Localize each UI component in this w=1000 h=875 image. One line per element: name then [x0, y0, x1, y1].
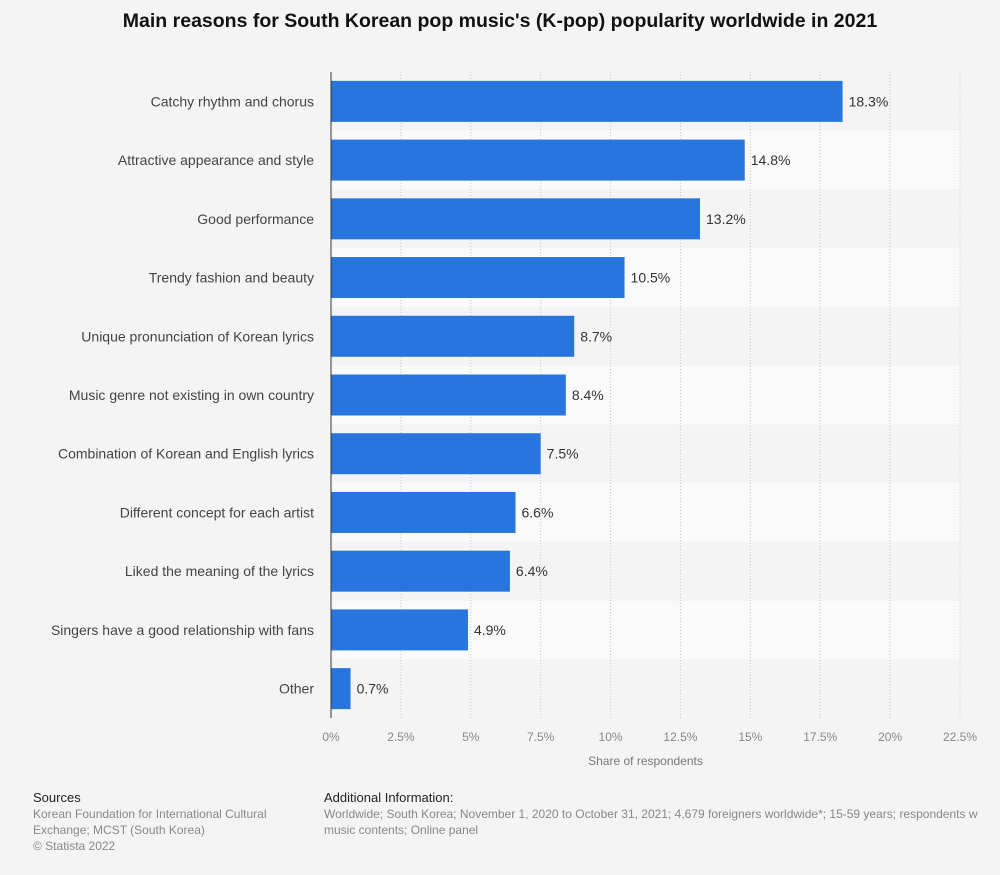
sources-heading[interactable]: Sources — [33, 790, 81, 805]
category-label: Catchy rhythm and chorus — [151, 93, 314, 109]
bar[interactable] — [331, 198, 701, 240]
bar[interactable] — [331, 257, 625, 299]
copyright: © Statista 2022 — [33, 839, 116, 853]
category-label: Singers have a good relationship with fa… — [51, 622, 314, 638]
data-label: 10.5% — [631, 270, 671, 286]
bar[interactable] — [331, 139, 745, 181]
category-label: Other — [279, 681, 314, 697]
sources-block: Sources Korean Foundation for Internatio… — [33, 790, 293, 854]
bar-chart: 18.3% Catchy rhythm and chorus 14.8% Attrac… — [51, 72, 977, 768]
bar[interactable] — [331, 433, 541, 475]
data-label: 6.6% — [522, 504, 554, 520]
category-label: Attractive appearance and style — [118, 152, 314, 168]
row-band — [331, 659, 960, 718]
category-label: Liked the meaning of the lyrics — [125, 563, 314, 579]
additional-info-line-1: Worldwide; South Korea; November 1, 2020… — [324, 807, 978, 821]
x-tick-label: 12.5% — [663, 730, 697, 744]
bar[interactable] — [331, 374, 566, 416]
x-tick-label: 5% — [462, 730, 480, 744]
x-tick-label: 10% — [599, 730, 623, 744]
data-label: 4.9% — [474, 622, 506, 638]
data-label: 8.4% — [572, 387, 604, 403]
sources-line-1: Korean Foundation for International Cult… — [33, 807, 267, 821]
data-label: 7.5% — [547, 446, 579, 462]
x-tick-label: 22.5% — [943, 730, 977, 744]
x-tick-label: 0% — [322, 730, 340, 744]
data-label: 13.2% — [706, 211, 746, 227]
x-tick-label: 7.5% — [527, 730, 555, 744]
additional-info-block: Additional Information: Worldwide; South… — [324, 790, 1000, 838]
data-label: 8.7% — [580, 328, 612, 344]
bar[interactable] — [331, 80, 843, 122]
additional-info-heading[interactable]: Additional Information: — [324, 790, 454, 805]
x-tick-label: 20% — [878, 730, 902, 744]
x-tick-label: 2.5% — [387, 730, 415, 744]
category-label: Trendy fashion and beauty — [149, 270, 314, 286]
bar[interactable] — [331, 609, 468, 651]
data-label: 18.3% — [849, 93, 889, 109]
x-axis-title: Share of respondents — [588, 754, 703, 768]
data-label: 14.8% — [751, 152, 791, 168]
x-tick-label: 15% — [738, 730, 762, 744]
bar[interactable] — [331, 491, 516, 533]
data-label: 6.4% — [516, 563, 548, 579]
bar[interactable] — [331, 668, 351, 710]
x-tick-label: 17.5% — [803, 730, 837, 744]
data-label: 0.7% — [357, 681, 389, 697]
bar[interactable] — [331, 550, 510, 592]
additional-info-line-2: music contents; Online panel — [324, 823, 479, 837]
category-label: Combination of Korean and English lyrics — [58, 446, 314, 462]
category-label: Good performance — [197, 211, 314, 227]
chart-title: Main reasons for South Korean pop music'… — [122, 10, 878, 32]
category-label: Music genre not existing in own country — [69, 387, 314, 403]
category-label: Unique pronunciation of Korean lyrics — [81, 328, 314, 344]
category-label: Different concept for each artist — [120, 504, 314, 520]
bar[interactable] — [331, 315, 575, 357]
sources-line-2: Exchange; MCST (South Korea) — [33, 823, 205, 837]
